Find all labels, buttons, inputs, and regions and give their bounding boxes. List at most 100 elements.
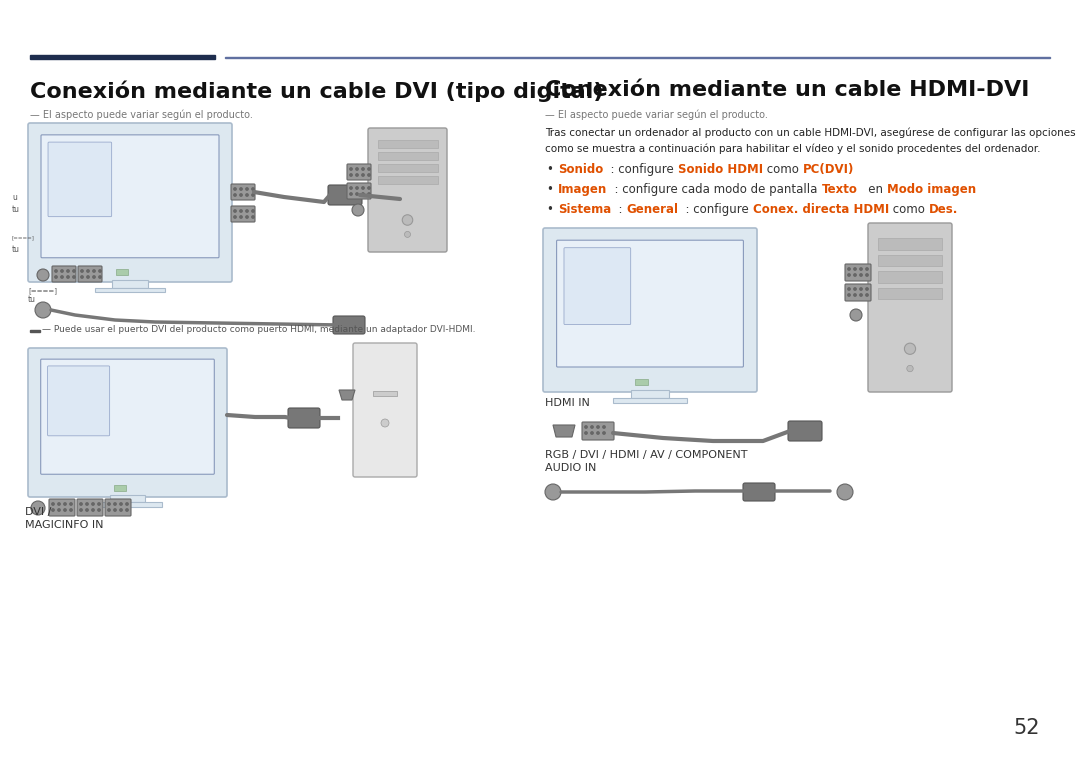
Text: Des.: Des. [929,203,958,216]
Bar [378,163,437,172]
Text: Conexión mediante un cable HDMI-DVI: Conexión mediante un cable HDMI-DVI [545,80,1029,100]
FancyBboxPatch shape [48,366,110,436]
Text: — El aspecto puede variar según el producto.: — El aspecto puede variar según el produ… [545,110,768,121]
Circle shape [355,193,359,195]
FancyBboxPatch shape [48,142,111,217]
Text: •: • [546,163,553,176]
Circle shape [866,294,868,296]
Text: : configure: : configure [678,203,753,216]
Text: HDMI IN: HDMI IN [545,398,590,408]
FancyBboxPatch shape [347,164,372,180]
FancyBboxPatch shape [105,499,131,516]
Circle shape [98,275,102,278]
Circle shape [252,216,254,218]
FancyBboxPatch shape [231,184,255,200]
Circle shape [848,268,850,270]
Bar [225,56,1050,58]
FancyBboxPatch shape [41,135,219,258]
FancyBboxPatch shape [368,128,447,252]
FancyBboxPatch shape [868,223,951,392]
Circle shape [350,174,352,176]
Circle shape [240,194,242,196]
Circle shape [58,509,60,511]
Text: como: como [762,163,802,176]
Circle shape [848,294,850,296]
Text: PC(DVI): PC(DVI) [802,163,854,176]
Circle shape [72,275,76,278]
Circle shape [246,216,248,218]
Bar [110,495,145,502]
Bar [373,391,397,396]
Circle shape [55,270,57,272]
Circle shape [904,343,916,354]
Circle shape [837,484,853,500]
Circle shape [67,270,69,272]
Circle shape [92,509,94,511]
Circle shape [37,269,49,281]
Circle shape [603,432,605,434]
FancyBboxPatch shape [52,266,76,282]
Circle shape [86,270,90,272]
Circle shape [98,509,100,511]
FancyBboxPatch shape [333,316,365,334]
Bar [112,280,148,288]
Circle shape [355,174,359,176]
Circle shape [233,194,237,196]
Circle shape [52,503,54,505]
Text: •: • [546,183,553,196]
Circle shape [597,432,599,434]
Circle shape [72,270,76,272]
Text: : configure: : configure [604,163,678,176]
Circle shape [362,174,364,176]
Text: Conexión mediante un cable DVI (tipo digital): Conexión mediante un cable DVI (tipo dig… [30,80,604,101]
Text: RGB / DVI / HDMI / AV / COMPONENT
AUDIO IN: RGB / DVI / HDMI / AV / COMPONENT AUDIO … [545,450,747,473]
Circle shape [854,294,856,296]
Text: [====]: [====] [28,287,57,294]
Text: como: como [889,203,929,216]
Circle shape [92,503,94,505]
Text: en: en [858,183,887,196]
Circle shape [70,509,72,511]
Circle shape [240,216,242,218]
Text: tu: tu [12,245,21,254]
Circle shape [233,216,237,218]
Circle shape [98,503,100,505]
Circle shape [240,210,242,212]
Text: tu: tu [12,205,21,214]
Circle shape [125,509,129,511]
Circle shape [603,426,605,428]
FancyBboxPatch shape [788,421,822,441]
Bar [30,330,40,331]
FancyBboxPatch shape [231,206,255,222]
Text: Sistema: Sistema [558,203,611,216]
Circle shape [246,210,248,212]
Circle shape [368,168,370,170]
Circle shape [60,270,64,272]
Circle shape [854,274,856,276]
Text: Sonido: Sonido [558,163,604,176]
Circle shape [866,274,868,276]
Circle shape [907,365,914,372]
FancyBboxPatch shape [41,359,214,475]
FancyBboxPatch shape [845,284,870,301]
Circle shape [597,426,599,428]
FancyBboxPatch shape [328,185,362,205]
Circle shape [355,168,359,170]
Circle shape [98,270,102,272]
Text: u: u [12,193,17,202]
Circle shape [362,187,364,189]
Circle shape [362,193,364,195]
Circle shape [125,503,129,505]
Circle shape [81,270,83,272]
Circle shape [848,288,850,290]
Circle shape [850,309,862,321]
Text: [====]: [====] [12,235,35,240]
Circle shape [85,509,89,511]
Circle shape [67,275,69,278]
Bar [93,502,162,507]
Circle shape [108,509,110,511]
Circle shape [402,214,413,225]
Circle shape [405,231,410,237]
Bar [116,269,129,275]
Circle shape [854,268,856,270]
